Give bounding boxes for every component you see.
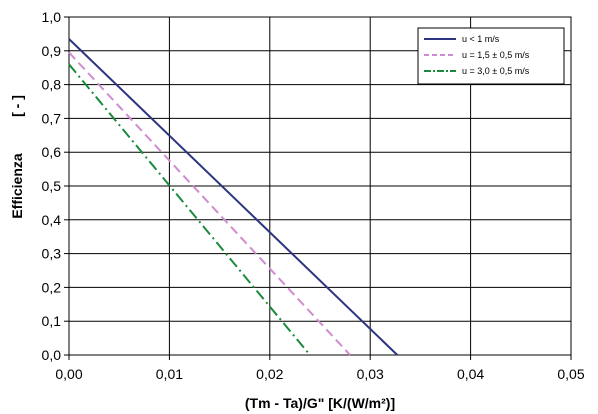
y-tick-label: 1,0 (42, 9, 62, 25)
series-line-2 (68, 51, 351, 356)
series-group (68, 38, 399, 356)
x-tick-label: 0,01 (156, 366, 183, 382)
legend-label-1: u < 1 m/s (462, 34, 500, 44)
legend-label-3: u = 3,0 ± 0,5 m/s (462, 66, 530, 76)
y-tick-label: 0,7 (42, 110, 62, 126)
x-tick-label: 0,02 (256, 366, 283, 382)
x-tick-label: 0,00 (55, 366, 82, 382)
series-line-1 (68, 38, 399, 356)
x-axis-ticks: 0,00 0,01 0,02 0,03 0,04 0,05 (55, 355, 585, 382)
x-tick-label: 0,04 (457, 366, 484, 382)
y-axis-ticks: 0,0 0,1 0,2 0,3 0,4 0,5 0,6 0,7 0,8 0,9 1,0 (42, 9, 69, 363)
x-tick-label: 0,03 (357, 366, 384, 382)
x-tick-label: 0,05 (557, 366, 584, 382)
y-axis-unit: [ - ] (9, 95, 25, 117)
y-tick-label: 0,6 (42, 144, 62, 160)
legend-label-2: u = 1,5 ± 0,5 m/s (462, 50, 530, 60)
legend-items: u < 1 m/s u = 1,5 ± 0,5 m/s u = 3,0 ± 0,5 … (424, 34, 530, 76)
y-tick-label: 0,0 (42, 347, 62, 363)
y-tick-label: 0,9 (42, 43, 62, 59)
y-axis-title: Efficienza (9, 153, 25, 219)
y-tick-label: 0,5 (42, 178, 62, 194)
y-tick-label: 0,1 (42, 313, 62, 329)
y-tick-label: 0,4 (42, 212, 62, 228)
x-axis-title: (Tm - Ta)/G" [K/(W/m²)] (245, 395, 395, 411)
y-tick-label: 0,8 (42, 77, 62, 93)
y-axis-title-group: Efficienza [ - ] (9, 95, 25, 219)
y-tick-label: 0,3 (42, 246, 62, 262)
y-tick-label: 0,2 (42, 279, 62, 295)
legend: u < 1 m/s u = 1,5 ± 0,5 m/s u = 3,0 ± 0,5 … (417, 27, 565, 85)
